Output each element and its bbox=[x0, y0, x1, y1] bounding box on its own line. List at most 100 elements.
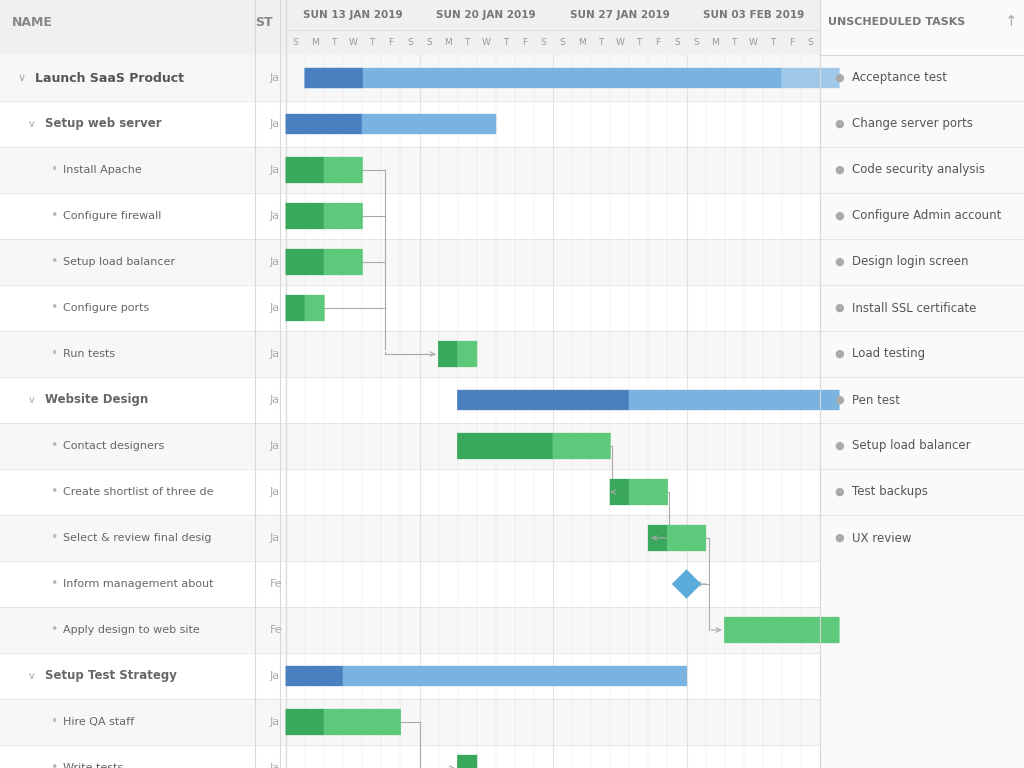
Text: Fe: Fe bbox=[270, 579, 283, 589]
Bar bbox=[668, 55, 686, 768]
FancyBboxPatch shape bbox=[286, 249, 325, 275]
Text: ●: ● bbox=[834, 73, 844, 83]
FancyBboxPatch shape bbox=[286, 709, 325, 735]
Text: M: M bbox=[712, 38, 719, 47]
Text: Install SSL certificate: Install SSL certificate bbox=[852, 302, 976, 315]
FancyBboxPatch shape bbox=[324, 249, 362, 275]
Text: Write tests: Write tests bbox=[63, 763, 123, 768]
Bar bbox=[420, 55, 438, 768]
FancyBboxPatch shape bbox=[286, 295, 305, 321]
Text: T: T bbox=[331, 38, 336, 47]
Text: •: • bbox=[50, 164, 57, 177]
Text: T: T bbox=[598, 38, 603, 47]
Text: F: F bbox=[522, 38, 527, 47]
Text: Ja: Ja bbox=[270, 211, 281, 221]
Text: S: S bbox=[293, 38, 298, 47]
Bar bbox=[820, 0, 1024, 768]
Text: T: T bbox=[731, 38, 737, 47]
Text: SUN 13 JAN 2019: SUN 13 JAN 2019 bbox=[303, 11, 402, 21]
Text: •: • bbox=[50, 210, 57, 223]
FancyBboxPatch shape bbox=[343, 666, 687, 686]
Text: ●: ● bbox=[834, 441, 844, 451]
Text: Ja: Ja bbox=[270, 671, 281, 681]
FancyBboxPatch shape bbox=[724, 617, 840, 643]
Text: ●: ● bbox=[834, 211, 844, 221]
Text: Pen test: Pen test bbox=[852, 393, 900, 406]
Text: •: • bbox=[50, 531, 57, 545]
Bar bbox=[0, 285, 1024, 331]
Text: ∨: ∨ bbox=[28, 395, 36, 405]
Text: Configure ports: Configure ports bbox=[63, 303, 150, 313]
FancyBboxPatch shape bbox=[629, 479, 668, 505]
Text: Ja: Ja bbox=[270, 165, 281, 175]
Text: •: • bbox=[50, 762, 57, 768]
Text: NAME: NAME bbox=[12, 15, 53, 28]
FancyBboxPatch shape bbox=[781, 68, 840, 88]
FancyBboxPatch shape bbox=[457, 433, 554, 459]
Text: Apply design to web site: Apply design to web site bbox=[63, 625, 200, 635]
Text: Install Apache: Install Apache bbox=[63, 165, 141, 175]
Text: Load testing: Load testing bbox=[852, 347, 925, 360]
Bar bbox=[400, 55, 420, 768]
Text: •: • bbox=[50, 256, 57, 269]
Bar bbox=[0, 147, 1024, 193]
Text: Code security analysis: Code security analysis bbox=[852, 164, 985, 177]
Bar bbox=[686, 55, 706, 768]
Text: •: • bbox=[50, 439, 57, 452]
Text: Ja: Ja bbox=[270, 303, 281, 313]
Text: S: S bbox=[674, 38, 680, 47]
Text: F: F bbox=[388, 38, 393, 47]
Text: F: F bbox=[655, 38, 660, 47]
Bar bbox=[0, 561, 1024, 607]
Text: Setup load balancer: Setup load balancer bbox=[852, 439, 971, 452]
Bar bbox=[0, 377, 1024, 423]
Text: Ja: Ja bbox=[270, 763, 281, 768]
Text: Launch SaaS Product: Launch SaaS Product bbox=[35, 71, 184, 84]
Text: Ja: Ja bbox=[270, 487, 281, 497]
Text: S: S bbox=[408, 38, 413, 47]
FancyBboxPatch shape bbox=[286, 203, 325, 229]
Text: •: • bbox=[50, 624, 57, 637]
Bar bbox=[0, 101, 1024, 147]
Bar bbox=[0, 0, 1024, 55]
Text: Configure firewall: Configure firewall bbox=[63, 211, 162, 221]
Text: Fe: Fe bbox=[270, 625, 283, 635]
Bar bbox=[0, 423, 1024, 469]
Text: M: M bbox=[578, 38, 586, 47]
Text: T: T bbox=[770, 38, 775, 47]
Text: T: T bbox=[369, 38, 375, 47]
Text: •: • bbox=[50, 716, 57, 729]
Text: W: W bbox=[348, 38, 357, 47]
FancyBboxPatch shape bbox=[286, 666, 344, 686]
Bar bbox=[0, 515, 1024, 561]
Text: Hire QA staff: Hire QA staff bbox=[63, 717, 134, 727]
Text: S: S bbox=[693, 38, 699, 47]
Text: Acceptance test: Acceptance test bbox=[852, 71, 947, 84]
Text: Inform management about: Inform management about bbox=[63, 579, 213, 589]
Text: Ja: Ja bbox=[270, 395, 281, 405]
FancyBboxPatch shape bbox=[324, 157, 362, 183]
FancyBboxPatch shape bbox=[457, 341, 477, 367]
Text: S: S bbox=[808, 38, 813, 47]
Bar bbox=[801, 55, 820, 768]
Text: S: S bbox=[541, 38, 547, 47]
Text: Website Design: Website Design bbox=[45, 393, 148, 406]
Text: Contact designers: Contact designers bbox=[63, 441, 164, 451]
Text: SUN 20 JAN 2019: SUN 20 JAN 2019 bbox=[436, 11, 536, 21]
Text: W: W bbox=[749, 38, 758, 47]
FancyBboxPatch shape bbox=[304, 295, 325, 321]
Text: T: T bbox=[503, 38, 508, 47]
Bar bbox=[0, 653, 1024, 699]
Text: Change server ports: Change server ports bbox=[852, 118, 973, 131]
Text: F: F bbox=[788, 38, 794, 47]
Text: T: T bbox=[465, 38, 470, 47]
Text: Ja: Ja bbox=[270, 257, 281, 267]
Text: W: W bbox=[482, 38, 490, 47]
FancyBboxPatch shape bbox=[438, 341, 458, 367]
Bar bbox=[0, 331, 1024, 377]
Text: S: S bbox=[426, 38, 432, 47]
Text: S: S bbox=[560, 38, 565, 47]
Text: ●: ● bbox=[834, 349, 844, 359]
Text: Setup web server: Setup web server bbox=[45, 118, 162, 131]
Text: ●: ● bbox=[834, 395, 844, 405]
